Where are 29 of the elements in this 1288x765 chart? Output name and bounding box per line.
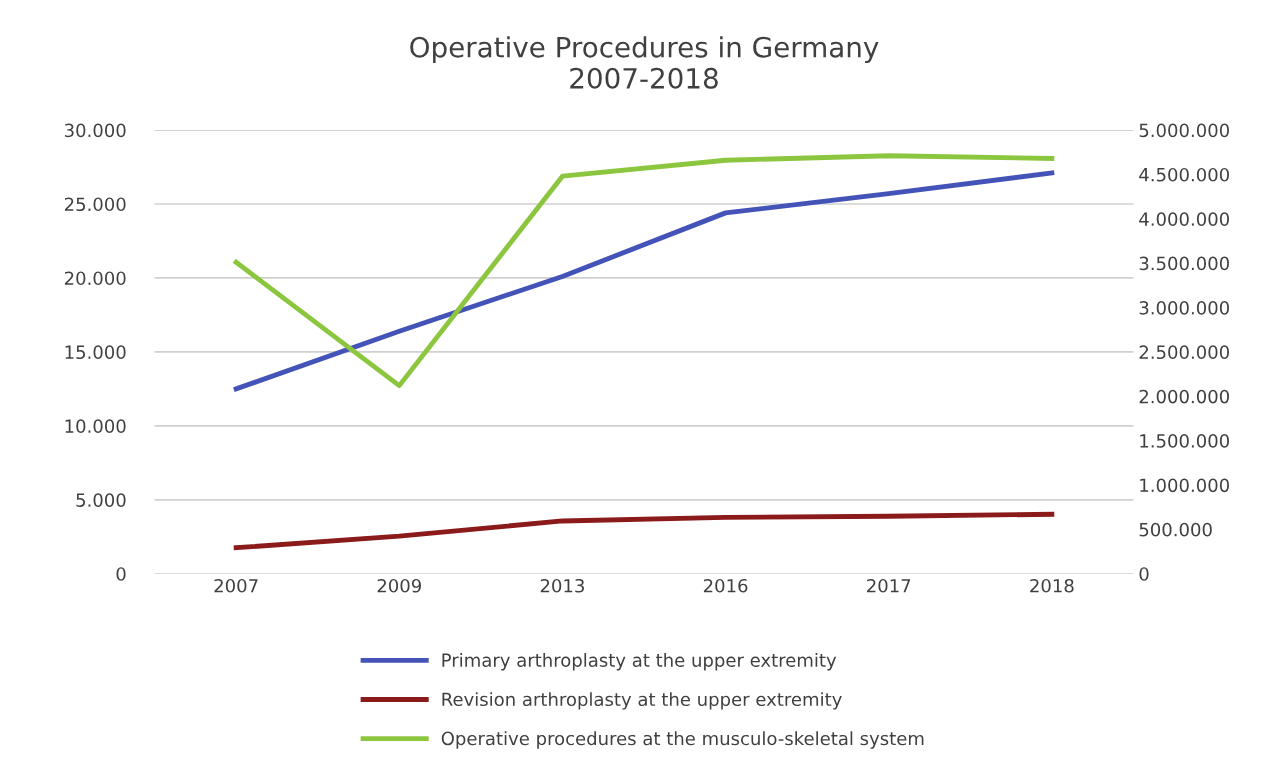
legend-label: Revision arthroplasty at the upper extremity xyxy=(442,692,842,710)
line-series xyxy=(233,511,1055,551)
y-tick-label: 15.000 xyxy=(65,345,126,360)
x-tick-label: 2009 xyxy=(377,578,421,593)
y-tick-label: 20.000 xyxy=(64,271,126,286)
y2-tick-label: 5.000.000 xyxy=(1139,123,1229,138)
y2-tick-label: 4.500.000 xyxy=(1139,167,1229,182)
y-tick-label: 10.000 xyxy=(65,419,126,433)
x-tick-label: 2013 xyxy=(540,578,584,593)
legend-label: Primary arthroplasty at the upper extremity xyxy=(442,652,837,671)
y2-tick-label: 3.000.000 xyxy=(1139,300,1229,315)
y2-tick-label: 4.000.000 xyxy=(1139,212,1229,226)
y2-tick-label: 0 xyxy=(1139,567,1149,581)
y2-tick-label: 1.500.000 xyxy=(1140,434,1229,448)
y2-tick-label: 3.500.000 xyxy=(1139,256,1229,271)
y2-tick-label: 500.000 xyxy=(1139,522,1212,537)
legend-label: Operative procedures at the musculo-skeletal system xyxy=(441,731,924,749)
y2-tick-label: 1.000.000 xyxy=(1140,478,1229,493)
x-tick-label: 2018 xyxy=(1030,578,1074,593)
x-tick-label: 2016 xyxy=(703,578,748,593)
y-tick-label: 0 xyxy=(116,567,126,581)
chart-title: Operative Procedures in Germany 2007-2018 xyxy=(410,36,879,89)
y-tick-label: 5.000 xyxy=(76,493,126,507)
x-tick-label: 2007 xyxy=(214,578,258,593)
y-tick-label: 30.000 xyxy=(64,123,126,138)
y2-tick-label: 2.500.000 xyxy=(1139,345,1229,360)
x-tick-label: 2017 xyxy=(867,578,911,593)
y2-tick-label: 2.000.000 xyxy=(1139,389,1229,404)
y-tick-label: 25.000 xyxy=(64,197,126,212)
